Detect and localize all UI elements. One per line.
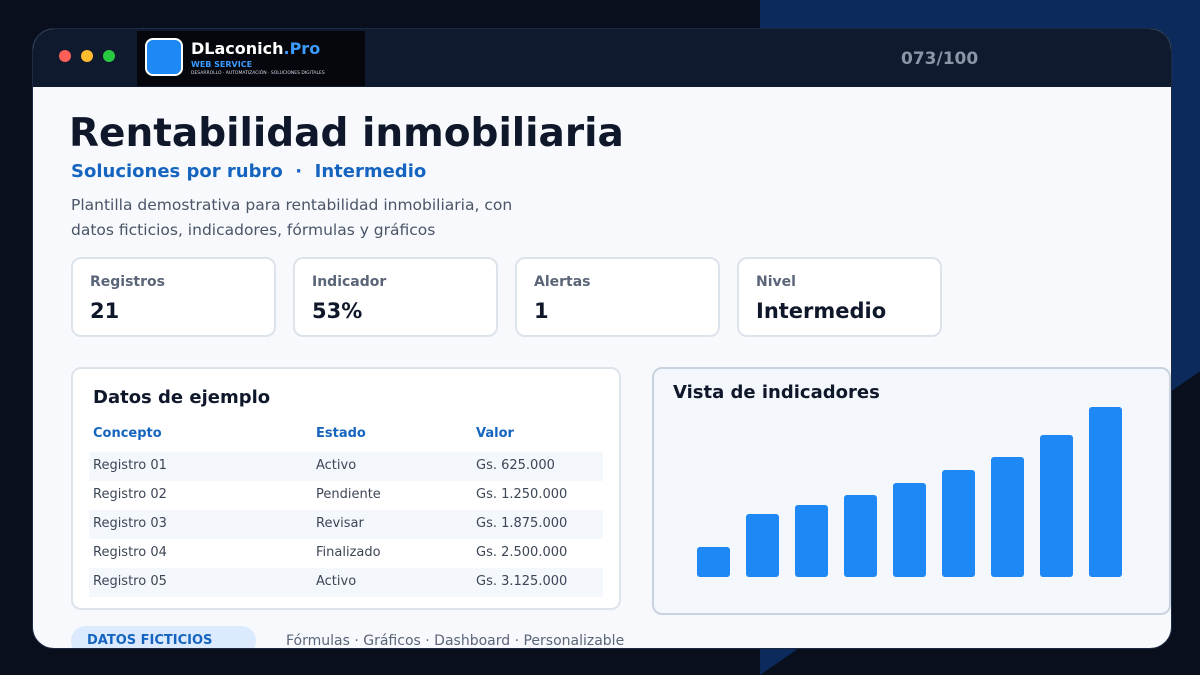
kpi-value: 21 <box>90 299 120 323</box>
table-cell: Gs. 2.500.000 <box>476 545 568 560</box>
badge: DATOS FICTICIOS <box>71 626 256 648</box>
kpi-card: Alertas 1 <box>515 257 720 337</box>
row-shade <box>89 452 603 481</box>
table-card: Datos de ejemplo Concepto Estado Valor Regi… <box>71 367 621 610</box>
row-shade <box>89 510 603 539</box>
column-header: Valor <box>476 426 514 441</box>
kpi-value: Intermedio <box>756 299 887 323</box>
kpi-card: Indicador 53% <box>293 257 498 337</box>
bar <box>746 514 779 577</box>
table-cell: Gs. 625.000 <box>476 458 555 473</box>
table-cell: Gs. 1.250.000 <box>476 487 568 502</box>
logo-icon <box>145 38 183 76</box>
brand-sub: WEB SERVICE <box>191 60 253 69</box>
kpi-label: Indicador <box>312 274 387 290</box>
kpi-card: Registros 21 <box>71 257 276 337</box>
table-cell: Finalizado <box>316 545 381 560</box>
brand-tagline: DESARROLLO · AUTOMATIZACIÓN · SOLUCIONES… <box>191 71 325 76</box>
chart <box>697 407 1122 577</box>
title-bar: DLaconich.Pro WEB SERVICE DESARROLLO · A… <box>33 29 1171 87</box>
row-shade <box>89 568 603 597</box>
table-cell: Registro 01 <box>93 458 167 473</box>
column-header: Concepto <box>93 426 162 441</box>
kpi-value: 1 <box>534 299 549 323</box>
kpi-label: Nivel <box>756 274 796 290</box>
table-cell: Registro 04 <box>93 545 167 560</box>
table-cell: Pendiente <box>316 487 381 502</box>
bar <box>1089 407 1122 577</box>
counter: 073/100 <box>901 49 979 69</box>
bar <box>697 547 730 577</box>
subtitle: Soluciones por rubro · Intermedio <box>71 161 427 182</box>
minimize-button[interactable] <box>81 50 93 62</box>
table-cell: Revisar <box>316 516 364 531</box>
brand-name: DLaconich <box>191 39 284 58</box>
column-header: Estado <box>316 426 366 441</box>
bar <box>1040 435 1073 577</box>
chart-title: Vista de indicadores <box>673 382 880 403</box>
maximize-button[interactable] <box>103 50 115 62</box>
bar <box>893 483 926 577</box>
table-cell: Registro 03 <box>93 516 167 531</box>
close-button[interactable] <box>59 50 71 62</box>
table-cell: Registro 02 <box>93 487 167 502</box>
kpi-card: Nivel Intermedio <box>737 257 942 337</box>
window: DLaconich.Pro WEB SERVICE DESARROLLO · A… <box>32 28 1172 649</box>
features: Fórmulas · Gráficos · Dashboard · Person… <box>286 633 625 649</box>
bar <box>991 457 1024 577</box>
table-cell: Gs. 3.125.000 <box>476 574 568 589</box>
brand: DLaconich.Pro <box>191 39 320 58</box>
kpi-value: 53% <box>312 299 363 323</box>
kpi-label: Alertas <box>534 274 591 290</box>
table-cell: Gs. 1.875.000 <box>476 516 568 531</box>
bar <box>795 505 828 577</box>
chart-card: Vista de indicadores <box>652 367 1171 615</box>
brand-suffix: .Pro <box>283 39 321 58</box>
kpi-label: Registros <box>90 274 165 290</box>
table-cell: Activo <box>316 574 357 589</box>
bar <box>844 495 877 577</box>
table-cell: Activo <box>316 458 357 473</box>
description: Plantilla demostrativa para rentabilidad… <box>71 196 513 239</box>
logo: DLaconich.Pro WEB SERVICE DESARROLLO · A… <box>137 31 365 86</box>
table-cell: Registro 05 <box>93 574 167 589</box>
page-title: Rentabilidad inmobiliaria <box>69 111 624 156</box>
table-title: Datos de ejemplo <box>93 387 271 408</box>
bar <box>942 470 975 577</box>
